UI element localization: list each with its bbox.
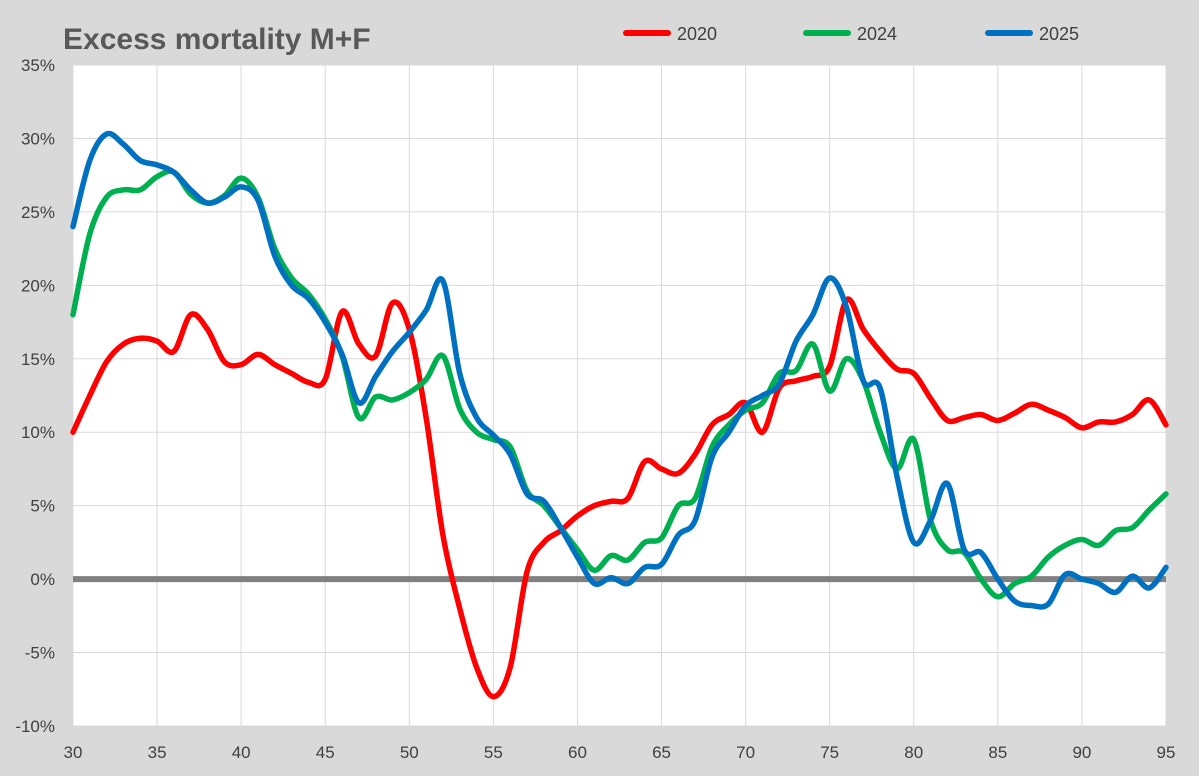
y-tick-label: 10%: [21, 423, 55, 442]
x-tick-label: 80: [904, 743, 923, 762]
x-tick-label: 40: [232, 743, 251, 762]
plot-area: [73, 65, 1166, 726]
y-tick-label: -5%: [25, 644, 55, 663]
x-tick-label: 75: [820, 743, 839, 762]
series-line-2020: [70, 296, 1169, 700]
x-tick-label: 60: [568, 743, 587, 762]
legend-label-2025: 2025: [1039, 24, 1079, 44]
legend[interactable]: 2020 2024 2025: [623, 24, 1079, 44]
x-tick-label: 30: [64, 743, 83, 762]
x-tick-label: 55: [484, 743, 503, 762]
x-tick-label: 45: [316, 743, 335, 762]
y-tick-label: 15%: [21, 350, 55, 369]
series-lines: [70, 130, 1169, 700]
y-tick-label: 20%: [21, 276, 55, 295]
y-tick-label: 5%: [30, 497, 55, 516]
x-axis-tick-labels: 30 35 40 45 50 55 60 65 70 75 80 85 90 95: [64, 743, 1176, 762]
y-tick-label: 35%: [21, 56, 55, 75]
x-tick-label: 90: [1072, 743, 1091, 762]
legend-label-2024: 2024: [857, 24, 897, 44]
chart-title: Excess mortality M+F: [63, 23, 371, 56]
y-tick-label: 25%: [21, 203, 55, 222]
x-tick-label: 95: [1157, 743, 1176, 762]
y-tick-label: 0%: [30, 570, 55, 589]
x-tick-label: 65: [652, 743, 671, 762]
y-tick-label: -10%: [15, 717, 55, 736]
y-axis-tick-labels: -10% -5% 0% 5% 10% 15% 20% 25% 30% 35%: [15, 56, 55, 736]
legend-label-2020: 2020: [677, 24, 717, 44]
x-tick-label: 50: [400, 743, 419, 762]
x-tick-label: 70: [736, 743, 755, 762]
series-line-2025: [70, 130, 1169, 610]
x-tick-label: 35: [148, 743, 167, 762]
y-tick-label: 30%: [21, 129, 55, 148]
x-tick-label: 85: [988, 743, 1007, 762]
